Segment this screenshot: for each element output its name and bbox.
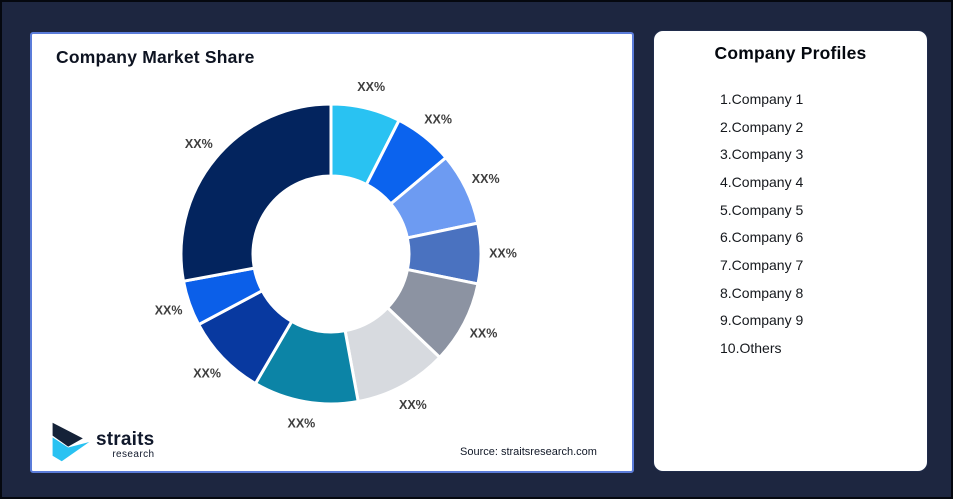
slice-label-3: XX%: [472, 172, 500, 186]
list-item: 5.Company 5: [720, 201, 804, 218]
donut-chart: XX% XX% XX% XX% XX% XX% XX% XX% XX% XX%: [155, 80, 517, 431]
logo-subtitle: research: [112, 448, 155, 460]
list-item: 8.Company 8: [720, 284, 804, 301]
list-item: 6.Company 6: [720, 229, 804, 246]
straits-logo-icon: [48, 420, 92, 469]
slice-label-10: XX%: [185, 137, 213, 151]
list-item: 4.Company 4: [720, 173, 804, 190]
list-item: 7.Company 7: [720, 256, 804, 273]
list-item: 2.Company 2: [720, 118, 804, 135]
straits-research-logo: straits research: [48, 420, 154, 469]
list-item: 9.Company 9: [720, 312, 804, 329]
market-share-card: Company Market Share XX% XX% XX% XX% XX% XX% X…: [30, 32, 634, 473]
list-item: 3.Company 3: [720, 146, 804, 163]
list-item: 10.Others: [720, 340, 782, 357]
chart-title: Company Market Share: [56, 47, 255, 67]
logo-wordmark: straits research: [96, 430, 154, 460]
slice-label-1: XX%: [357, 80, 385, 94]
slice-label-5: XX%: [470, 327, 498, 341]
slice-label-7: XX%: [288, 416, 316, 430]
slice-label-4: XX%: [489, 247, 517, 261]
company-profiles-card: Company Profiles 1.Company 1 2.Company 2 3…: [653, 30, 928, 472]
donut-slice-10: [179, 102, 333, 283]
slice-label-8: XX%: [193, 366, 221, 380]
slice-label-2: XX%: [424, 112, 452, 126]
profiles-list: 1.Company 1 2.Company 2 3.Company 3 4.Compa…: [720, 85, 803, 362]
logo-name: straits: [96, 428, 155, 450]
source-note: Source: straitsresearch.com: [460, 446, 597, 458]
slice-label-9: XX%: [155, 304, 183, 318]
slice-label-6: XX%: [399, 398, 427, 412]
profiles-title: Company Profiles: [714, 43, 867, 63]
list-item: 1.Company 1: [720, 90, 804, 107]
